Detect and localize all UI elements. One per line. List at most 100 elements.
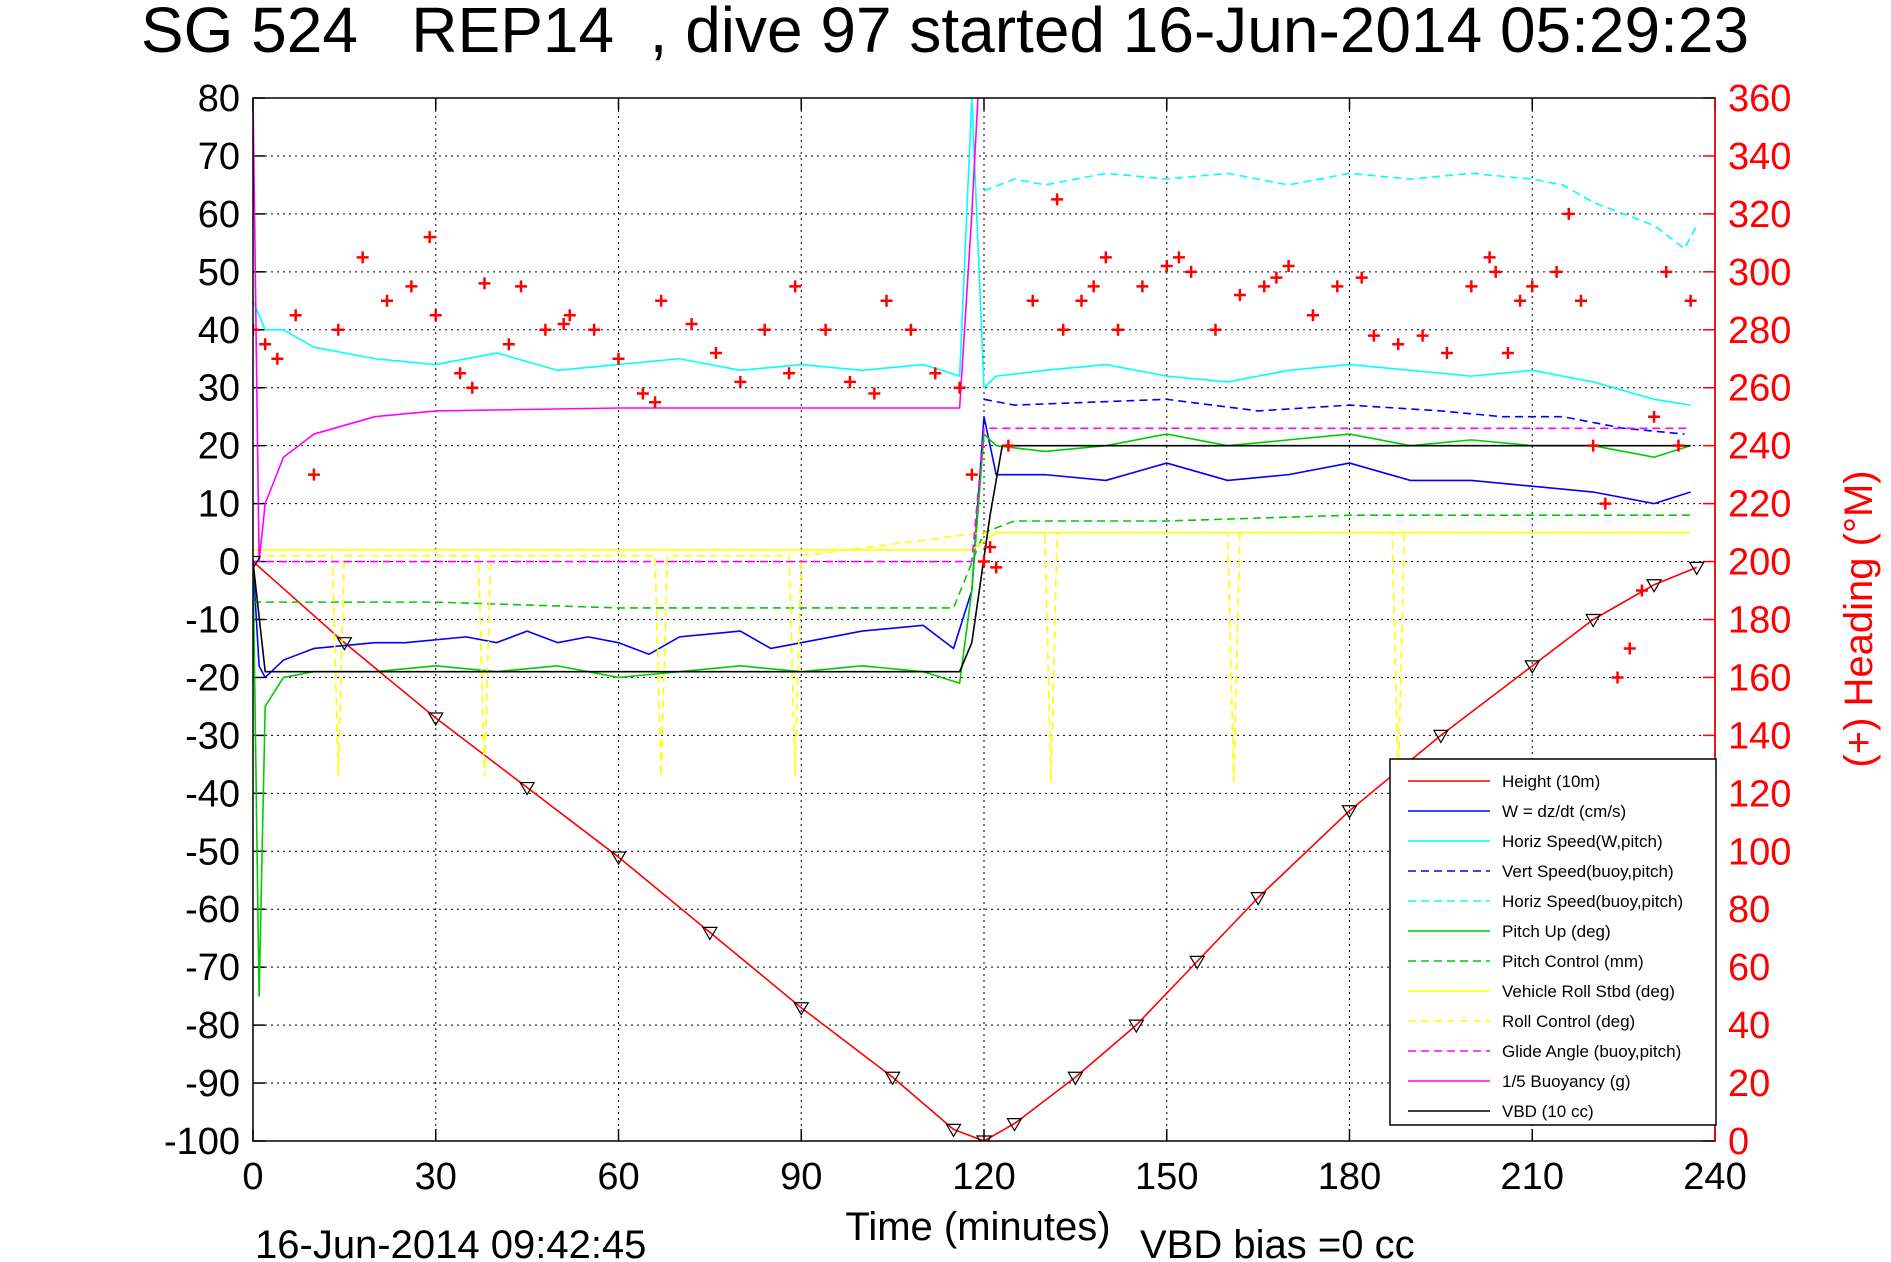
heading-marker xyxy=(1355,271,1368,284)
right-y-tick-label: 280 xyxy=(1728,310,1791,352)
legend-entry-label: Horiz Speed(W,pitch) xyxy=(1502,832,1663,851)
height-sample-marker xyxy=(519,781,536,796)
right-y-tick-label: 140 xyxy=(1728,715,1791,757)
right-y-tick-label: 160 xyxy=(1728,657,1791,699)
series-horiz-speed-w-pitch-line xyxy=(253,98,1691,406)
heading-marker xyxy=(1672,439,1685,452)
x-tick-label: 60 xyxy=(597,1156,639,1198)
heading-marker xyxy=(1623,642,1636,655)
height-sample-marker xyxy=(1688,561,1705,576)
y-tick-label: -50 xyxy=(185,831,240,873)
heading-marker xyxy=(1026,294,1039,307)
heading-marker xyxy=(1465,280,1478,293)
y-tick-label: -80 xyxy=(185,1005,240,1047)
y-tick-label: -30 xyxy=(185,715,240,757)
heading-marker xyxy=(1550,265,1563,278)
heading-marker xyxy=(1258,280,1271,293)
y-tick-label: 50 xyxy=(198,252,240,294)
height-sample-marker xyxy=(1128,1019,1145,1034)
heading-marker xyxy=(984,541,997,554)
heading-marker xyxy=(789,280,802,293)
heading-marker xyxy=(478,277,491,290)
heading-marker xyxy=(1306,309,1319,322)
height-sample-marker xyxy=(1189,955,1206,970)
y-tick-label: -100 xyxy=(164,1121,240,1163)
height-sample-marker xyxy=(884,1071,901,1086)
legend-entry-label: 1/5 Buoyancy (g) xyxy=(1502,1072,1631,1091)
heading-marker xyxy=(588,323,601,336)
right-y-tick-label: 100 xyxy=(1728,831,1791,873)
right-y-tick-label: 220 xyxy=(1728,484,1791,526)
heading-marker xyxy=(655,294,668,307)
series-layer xyxy=(253,98,1705,1141)
x-tick-label: 150 xyxy=(1135,1156,1198,1198)
right-y-tick-label: 180 xyxy=(1728,600,1791,642)
x-tick-label: 180 xyxy=(1318,1156,1381,1198)
heading-marker xyxy=(563,309,576,322)
x-axis-tick-labels: 0 30 60 90 120 150 180 210 240 xyxy=(242,1156,1746,1198)
legend-entry-label: Pitch Up (deg) xyxy=(1502,922,1611,941)
y-tick-label: -70 xyxy=(185,947,240,989)
heading-marker xyxy=(1075,294,1088,307)
height-sample-marker xyxy=(701,926,718,941)
heading-marker xyxy=(843,375,856,388)
heading-marker xyxy=(649,396,662,409)
right-y-tick-label: 120 xyxy=(1728,773,1791,815)
right-y-tick-label: 60 xyxy=(1728,947,1770,989)
heading-marker xyxy=(1684,294,1697,307)
heading-marker xyxy=(990,561,1003,574)
y-tick-label: -10 xyxy=(185,600,240,642)
right-y-axis-label: (+) Heading (°M) xyxy=(1837,470,1881,767)
y-tick-label: 60 xyxy=(198,194,240,236)
y-axis-tick-labels: 80 70 60 50 40 30 20 10 0 -10 -20 -30 -40 -50 -60 -70 -8… xyxy=(164,78,240,1163)
legend-entry-label: Vert Speed(buoy,pitch) xyxy=(1502,862,1674,881)
heading-marker xyxy=(1587,439,1600,452)
series-glide-angle-buoy-pitch-line xyxy=(253,427,1691,563)
heading-marker xyxy=(612,352,625,365)
right-y-tick-label: 40 xyxy=(1728,1005,1770,1047)
height-sample-marker xyxy=(1646,579,1663,593)
heading-marker xyxy=(515,280,528,293)
legend-entry-label: VBD (10 cc) xyxy=(1502,1102,1594,1121)
series-pitch-control-mm-line xyxy=(253,514,1691,609)
heading-marker xyxy=(685,317,698,330)
right-y-tick-label: 0 xyxy=(1728,1121,1749,1163)
heading-marker xyxy=(1209,323,1222,336)
heading-marker xyxy=(332,323,345,336)
heading-marker xyxy=(929,367,942,380)
heading-marker xyxy=(1002,439,1015,452)
heading-marker xyxy=(1648,410,1661,423)
series-1-5-buoyancy-g-line xyxy=(253,98,979,563)
right-y-tick-label: 300 xyxy=(1728,252,1791,294)
heading-marker xyxy=(1483,251,1496,264)
height-sample-marker xyxy=(975,1135,993,1141)
x-tick-label: 210 xyxy=(1501,1156,1564,1198)
heading-marker xyxy=(1160,260,1173,273)
heading-marker xyxy=(758,323,771,336)
series-vbd-10-cc-line xyxy=(253,444,1691,673)
heading-marker xyxy=(1099,251,1112,264)
heading-marker xyxy=(1635,584,1648,597)
right-y-tick-label: 80 xyxy=(1728,889,1770,931)
x-tick-label: 30 xyxy=(415,1156,457,1198)
series-w-dz-dt-cm-s-line xyxy=(253,415,1691,679)
height-sample-marker xyxy=(1432,729,1449,744)
heading-marker xyxy=(253,323,259,336)
right-y-tick-label: 240 xyxy=(1728,426,1791,468)
heading-marker xyxy=(1331,280,1344,293)
heading-marker xyxy=(709,346,722,359)
heading-marker xyxy=(1136,280,1149,293)
x-tick-label: 90 xyxy=(780,1156,822,1198)
heading-marker xyxy=(429,309,442,322)
x-tick-label: 0 xyxy=(242,1156,263,1198)
y-tick-label: 70 xyxy=(198,136,240,178)
heading-marker xyxy=(1611,671,1624,684)
legend-box xyxy=(1389,758,1717,1126)
legend-entry-label: Vehicle Roll Stbd (deg) xyxy=(1502,982,1675,1001)
heading-marker xyxy=(1233,289,1246,302)
y-tick-label: 40 xyxy=(198,310,240,352)
y-tick-label: -20 xyxy=(185,657,240,699)
heading-marker xyxy=(783,367,796,380)
heading-marker xyxy=(405,280,418,293)
